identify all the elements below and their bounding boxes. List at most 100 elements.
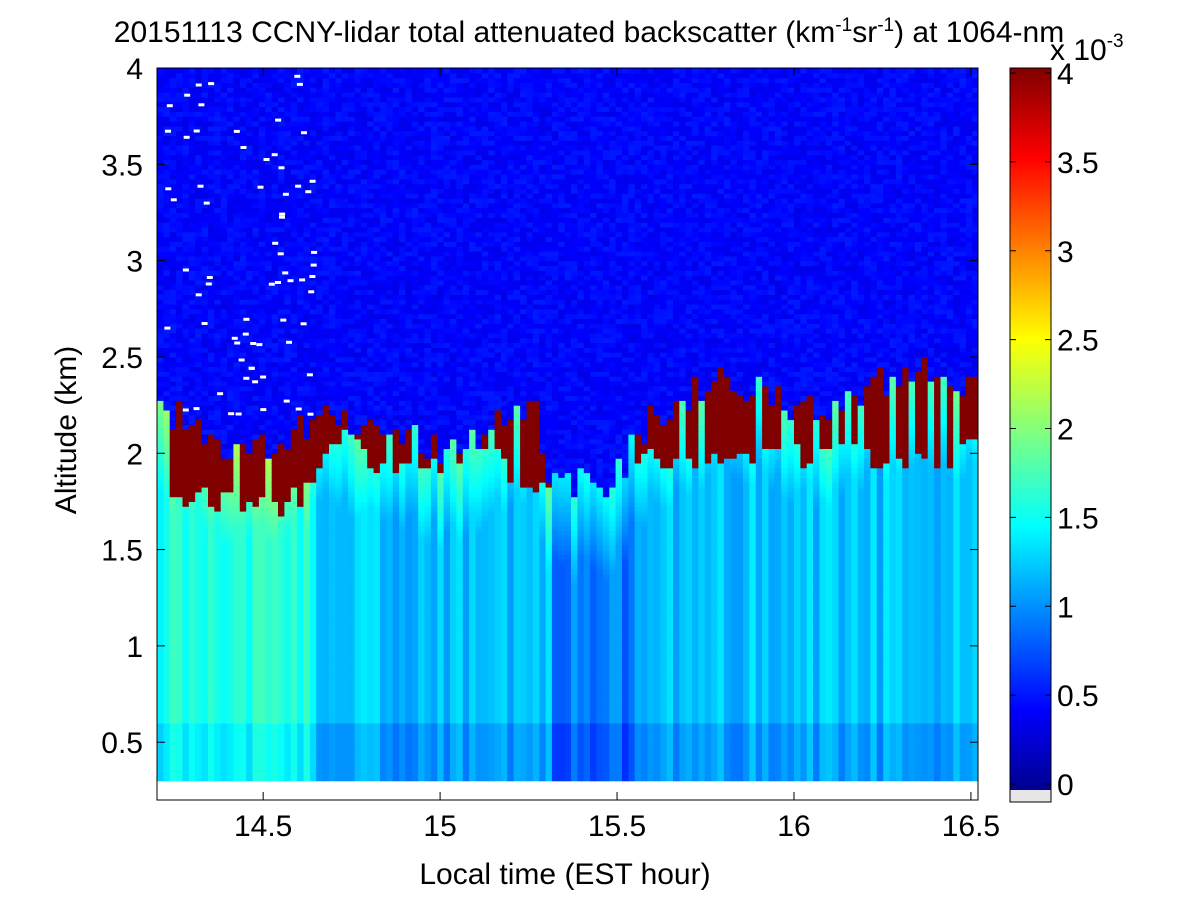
heatmap-cell — [322, 751, 330, 758]
heatmap-cell — [201, 106, 209, 112]
heatmap-cell — [239, 304, 247, 310]
heatmap-cell — [157, 381, 164, 387]
heatmap-cell — [290, 636, 298, 642]
heatmap-cell — [271, 650, 279, 657]
heatmap-cell — [309, 212, 317, 218]
heatmap-cell — [329, 328, 336, 334]
heatmap-cell — [297, 125, 305, 132]
heatmap-cell — [284, 130, 292, 136]
heatmap-cell — [252, 448, 260, 454]
heatmap-cell — [278, 766, 285, 772]
heatmap-cell — [157, 188, 164, 194]
heatmap-cell — [329, 400, 336, 406]
heatmap-cell — [227, 477, 235, 483]
heatmap-cell — [271, 713, 279, 719]
heatmap-cell — [246, 328, 254, 334]
heatmap-cell — [208, 111, 215, 117]
heatmap-cell — [360, 289, 368, 295]
heatmap-cell — [163, 241, 171, 247]
heatmap-cell — [322, 424, 330, 430]
heatmap-cell — [157, 419, 164, 425]
heatmap-cell — [348, 592, 356, 599]
heatmap-cell — [220, 356, 228, 363]
heatmap-cell — [322, 621, 330, 628]
heatmap-cell — [316, 366, 324, 372]
heatmap-cell — [348, 554, 356, 560]
heatmap-cell — [195, 424, 203, 430]
heatmap-cell — [329, 694, 336, 700]
heatmap-cell — [220, 602, 228, 608]
heatmap-cell — [278, 539, 285, 546]
heatmap-cell — [329, 289, 336, 295]
heatmap-cell — [182, 621, 190, 628]
heatmap-cell — [169, 631, 177, 637]
heatmap-cell — [322, 294, 330, 300]
heatmap-cell — [258, 385, 266, 392]
heatmap-cell — [367, 703, 375, 710]
heatmap-cell — [188, 453, 196, 459]
heatmap-cell — [169, 694, 177, 700]
heatmap-cell — [201, 472, 209, 478]
heatmap-cell — [169, 443, 177, 449]
heatmap-cell — [329, 207, 336, 214]
heatmap-cell — [182, 140, 190, 146]
heatmap-cell — [341, 149, 349, 156]
heatmap-cell — [182, 592, 190, 599]
heatmap-cell — [335, 255, 343, 262]
heatmap-cell — [335, 718, 343, 724]
heatmap-cell — [316, 419, 324, 425]
heatmap-cell — [316, 332, 324, 339]
heatmap-cell — [335, 453, 343, 459]
heatmap-cell — [233, 491, 241, 498]
heatmap-cell — [201, 718, 209, 724]
heatmap-cell — [188, 241, 196, 247]
heatmap-cell — [322, 482, 330, 488]
heatmap-cell — [239, 645, 247, 652]
heatmap-cell — [265, 116, 273, 122]
heatmap-cell — [169, 583, 177, 589]
heatmap-cell — [265, 68, 273, 74]
heatmap-cell — [201, 722, 209, 729]
heatmap-cell — [208, 761, 215, 767]
heatmap-cell — [278, 448, 285, 454]
heatmap-cell — [195, 737, 203, 743]
heatmap-cell — [278, 578, 285, 584]
heatmap-cell — [239, 381, 247, 387]
heatmap-cell — [201, 366, 209, 372]
heatmap-cell — [188, 414, 196, 421]
heatmap-cell — [297, 231, 305, 238]
heatmap-cell — [309, 313, 317, 319]
heatmap-cell — [220, 395, 228, 401]
heatmap-cell — [176, 708, 184, 714]
heatmap-cell — [316, 597, 324, 604]
heatmap-cell — [348, 275, 356, 281]
heatmap-cell — [290, 477, 298, 483]
heatmap-cell — [322, 376, 330, 382]
heatmap-cell — [367, 564, 375, 570]
heatmap-cell — [214, 145, 222, 151]
heatmap-cell — [239, 549, 247, 555]
heatmap-cell — [284, 361, 292, 368]
heatmap-cell — [297, 679, 305, 685]
heatmap-cell — [265, 284, 273, 291]
heatmap-cell — [348, 361, 356, 368]
heatmap-cell — [329, 771, 336, 777]
heatmap-cell — [335, 573, 343, 580]
heatmap-cell — [322, 722, 330, 729]
heatmap-cell — [246, 87, 254, 93]
heatmap-cell — [182, 72, 190, 79]
heatmap-cell — [303, 617, 311, 623]
heatmap-cell — [220, 347, 228, 353]
heatmap-cell — [341, 207, 349, 214]
heatmap-cell — [367, 597, 375, 604]
heatmap-cell — [188, 559, 196, 565]
heatmap-cell — [329, 578, 336, 584]
heatmap-cell — [188, 111, 196, 117]
heatmap-cell — [322, 539, 330, 546]
heatmap-cell — [227, 125, 235, 132]
heatmap-cell — [316, 116, 324, 122]
heatmap-cell — [220, 539, 228, 546]
heatmap-cell — [297, 708, 305, 714]
heatmap-cell — [239, 419, 247, 425]
heatmap-cell — [322, 255, 330, 262]
